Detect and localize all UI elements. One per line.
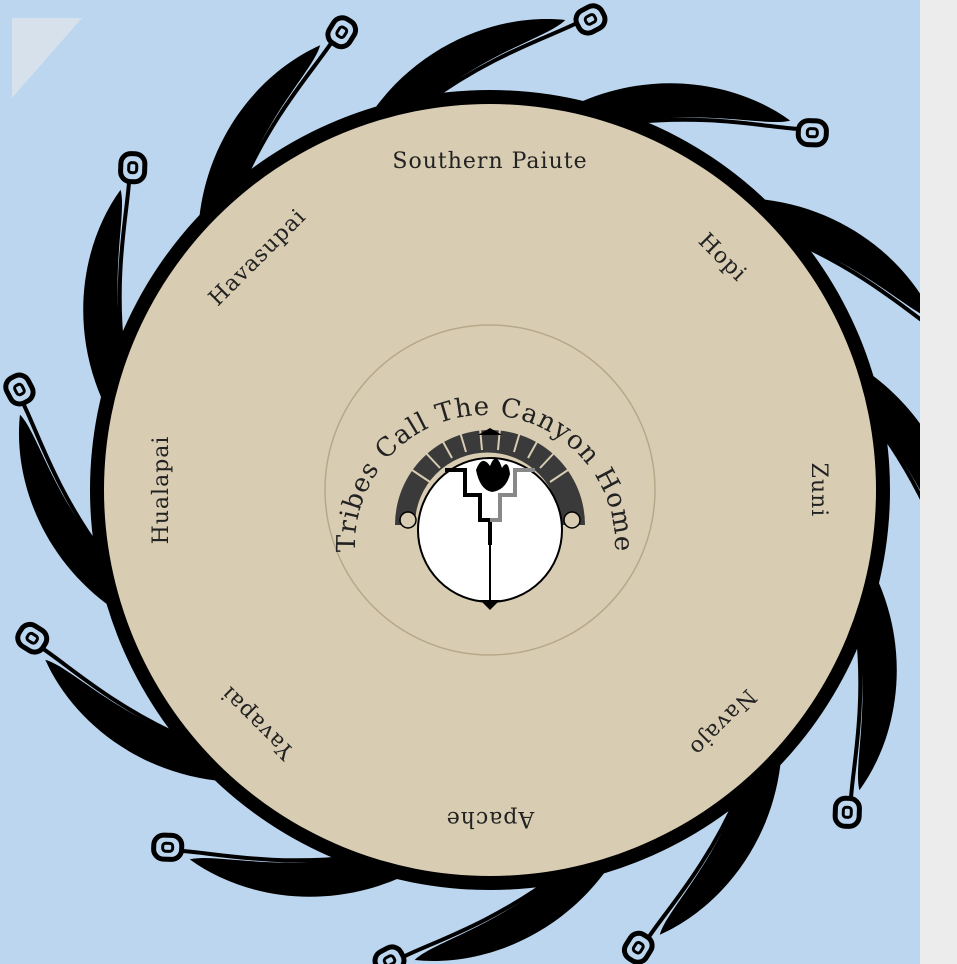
spiral-icon [3,372,36,407]
corner-fold [12,18,82,98]
wave-arm [151,832,398,897]
wave-arm [15,621,216,781]
center-emblem [395,427,585,610]
wave-arm [199,15,359,216]
right-margin-strip [920,0,957,964]
spiral-icon [573,3,608,36]
wave-arms [3,3,920,964]
tribe-label-hualapai: Hualapai [149,436,174,545]
wave-arm [3,372,108,605]
hand-icon [476,458,510,492]
spiral-icon [15,621,50,655]
spiral-icon [795,118,829,148]
wave-arm [83,151,148,398]
spiral-icon [325,15,359,50]
tribes-circle-diagram: Southern Paiute Hopi Zuni Navajo Apache … [3,3,920,964]
wave-arm [375,3,608,108]
wave-arm [621,764,781,964]
inner-guide-circle [324,324,656,656]
wave-arm [764,199,920,333]
spiral-icon [151,832,185,862]
spiral-icon [372,944,407,964]
tribe-label-southern-paiute: Southern Paiute [392,149,587,174]
tribe-label-apache: Apache [446,806,536,831]
spiral-icon [118,151,148,185]
wave-arm [832,582,897,829]
spiral-icon [832,795,862,829]
tribe-label-zuni: Zuni [806,463,831,518]
wave-arm [872,375,920,577]
wave-arm [372,872,605,964]
wave-arm [582,83,829,148]
diagram-canvas: Southern Paiute Hopi Zuni Navajo Apache … [3,3,920,964]
spiral-icon [621,930,655,964]
